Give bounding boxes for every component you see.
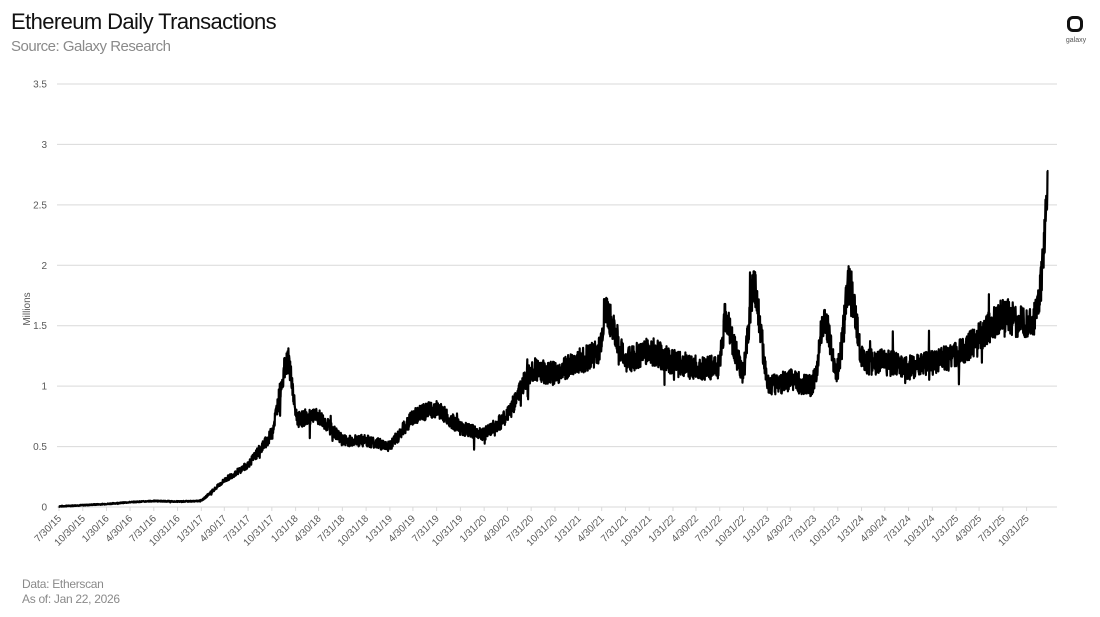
y-tick-label: 1 xyxy=(41,382,47,393)
galaxy-logo-icon xyxy=(1067,16,1083,32)
y-tick-label: 2.5 xyxy=(33,200,47,211)
gridlines xyxy=(57,83,1057,508)
y-tick-label: 2 xyxy=(41,261,47,272)
transactions-line xyxy=(58,169,1049,508)
y-tick-label: 3 xyxy=(41,140,47,151)
y-tick-label: 0 xyxy=(41,503,47,514)
logo-text: galaxy xyxy=(1065,37,1087,44)
as-of-date: As of: Jan 22, 2026 xyxy=(22,592,120,606)
chart-title: Ethereum Daily Transactions xyxy=(11,9,277,34)
chart-footer: Data: Etherscan As of: Jan 22, 2026 xyxy=(22,577,120,607)
y-tick-label: 0.5 xyxy=(33,442,47,453)
y-tick-label: 1.5 xyxy=(33,321,47,332)
galaxy-logo: galaxy xyxy=(1062,14,1090,48)
y-axis-label: Millions xyxy=(22,292,33,325)
x-axis-ticks: 7/30/1510/30/151/30/164/30/167/31/1610/3… xyxy=(33,507,1032,549)
y-axis-ticks: 0 0.5 1 1.5 2 2.5 3 3.5 xyxy=(33,80,47,514)
y-tick-label: 3.5 xyxy=(33,80,47,91)
data-source: Data: Etherscan xyxy=(22,577,104,591)
chart-subtitle: Source: Galaxy Research xyxy=(11,38,171,55)
